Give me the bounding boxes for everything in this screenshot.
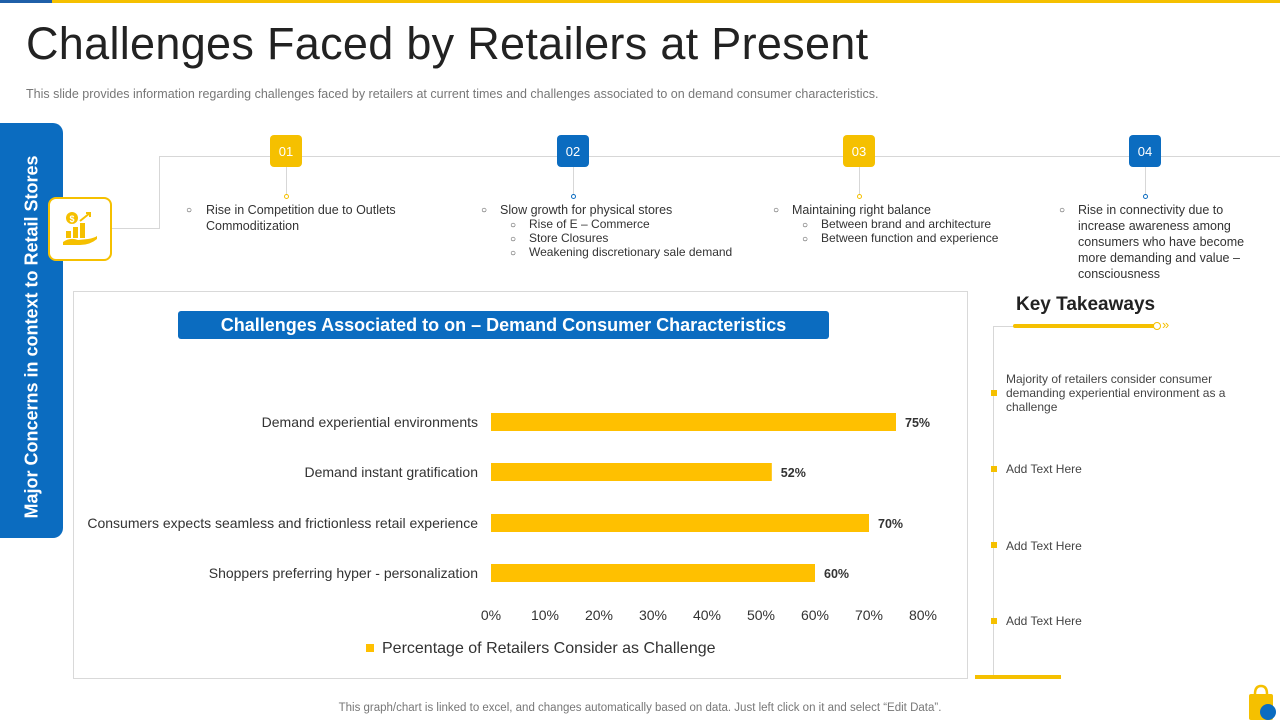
- takeaway-marker: [991, 390, 997, 396]
- concern-text: Maintaining right balance: [792, 203, 931, 217]
- chart-title: Challenges Associated to on – Demand Con…: [178, 311, 829, 339]
- ring-icon: [1153, 322, 1161, 330]
- takeaway-text: Add Text Here: [1006, 614, 1082, 628]
- connector-stem: [286, 167, 287, 195]
- key-takeaways-connector: [993, 326, 1013, 327]
- bar: [491, 413, 896, 431]
- bullet-icon: ○: [510, 220, 517, 231]
- connector-line: [159, 156, 160, 229]
- legend-label: Percentage of Retailers Consider as Chal…: [382, 640, 716, 657]
- concern-text: Slow growth for physical stores: [500, 203, 673, 217]
- shopping-bag-icon: [1247, 684, 1277, 720]
- key-takeaways-underline: [1013, 324, 1156, 328]
- takeaway-text: Add Text Here: [1006, 462, 1082, 476]
- x-tick-label: 20%: [585, 607, 613, 623]
- key-takeaways-foot-bar: [975, 675, 1061, 679]
- concern-subpoint: Weakening discretionary sale demand: [529, 245, 733, 259]
- footer-note: This graph/chart is linked to excel, and…: [338, 702, 942, 714]
- connector-dot: [857, 194, 862, 199]
- x-tick-label: 10%: [531, 607, 559, 623]
- x-tick-label: 40%: [693, 607, 721, 623]
- side-tab: [0, 123, 63, 538]
- bullet-icon: ○: [802, 220, 809, 231]
- data-label: 60%: [824, 567, 849, 581]
- x-tick-label: 0%: [481, 607, 501, 623]
- bullet-icon: ○: [510, 234, 517, 245]
- takeaway-text: Add Text Here: [1006, 539, 1082, 553]
- takeaway-marker: [991, 466, 997, 472]
- bar: [491, 514, 869, 532]
- concern-number-badge: 01: [270, 135, 302, 167]
- bullet-icon: ○: [802, 234, 809, 245]
- connector-stem: [859, 167, 860, 195]
- data-label: 75%: [905, 416, 930, 430]
- takeaway-marker: [991, 542, 997, 548]
- x-tick-label: 80%: [909, 607, 937, 623]
- bar: [491, 463, 772, 481]
- page-subtitle: This slide provides information regardin…: [26, 87, 879, 101]
- connector-dot: [571, 194, 576, 199]
- svg-text:$: $: [69, 214, 74, 224]
- concern-subpoint: Store Closures: [529, 231, 609, 245]
- connector-stem: [573, 167, 574, 195]
- concern-number-badge: 02: [557, 135, 589, 167]
- concern-subpoint: Between brand and architecture: [821, 217, 992, 231]
- category-label: Demand instant gratification: [304, 464, 478, 480]
- category-label: Consumers expects seamless and frictionl…: [87, 515, 478, 531]
- double-chevron-icon: »: [1162, 317, 1169, 332]
- page-title: Challenges Faced by Retailers at Present: [26, 18, 869, 69]
- concern-subpoint: Between function and experience: [821, 231, 999, 245]
- concern-number-badge: 03: [843, 135, 875, 167]
- bullet-icon: ○: [186, 205, 193, 216]
- x-tick-label: 50%: [747, 607, 775, 623]
- concern-text: Rise in connectivity due to increase awa…: [1078, 203, 1245, 281]
- growth-chart-hand-icon: $: [48, 197, 112, 261]
- category-label: Shoppers preferring hyper - personalizat…: [209, 565, 478, 581]
- top-accent-corner: [0, 0, 52, 3]
- x-tick-label: 60%: [801, 607, 829, 623]
- key-takeaways-title: Key Takeaways: [1016, 294, 1156, 315]
- concern-number-badge: 04: [1129, 135, 1161, 167]
- legend-swatch: [366, 644, 374, 652]
- connector-stem: [1145, 167, 1146, 195]
- category-label: Demand experiential environments: [262, 414, 478, 430]
- takeaway-marker: [991, 618, 997, 624]
- connector-line: [112, 228, 159, 229]
- bar: [491, 564, 815, 582]
- bullet-icon: ○: [510, 248, 517, 259]
- takeaway-text: Majority of retailers consider consumer …: [1006, 372, 1226, 414]
- connector-dot: [284, 194, 289, 199]
- concern-text: Rise in Competition due to Outlets Commo…: [206, 203, 396, 233]
- timeline-line: [159, 156, 1280, 157]
- bullet-icon: ○: [1059, 205, 1066, 216]
- bullet-icon: ○: [773, 205, 780, 216]
- chart-container[interactable]: [73, 291, 968, 679]
- data-label: 70%: [878, 517, 903, 531]
- x-tick-label: 70%: [855, 607, 883, 623]
- x-tick-label: 30%: [639, 607, 667, 623]
- concern-subpoint: Rise of E – Commerce: [529, 217, 650, 231]
- bullet-icon: ○: [481, 205, 488, 216]
- connector-dot: [1143, 194, 1148, 199]
- key-takeaways-line: [993, 326, 994, 676]
- top-accent-bar: [52, 0, 1280, 3]
- data-label: 52%: [781, 466, 806, 480]
